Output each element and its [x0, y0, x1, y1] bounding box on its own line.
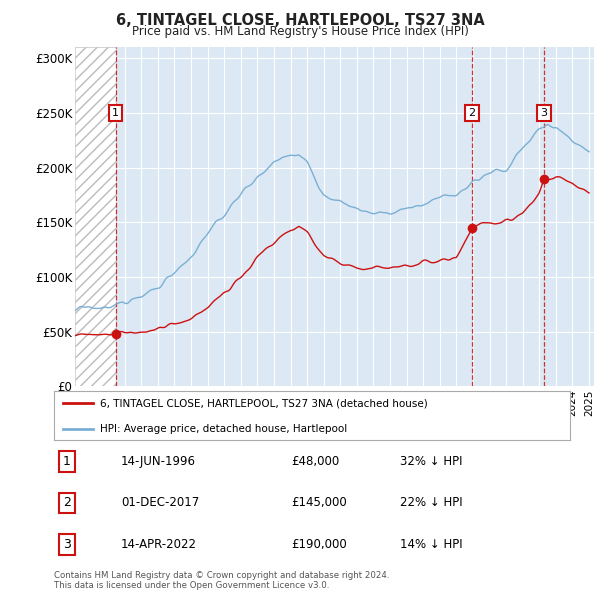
Text: 2: 2: [63, 496, 71, 510]
Text: 14-JUN-1996: 14-JUN-1996: [121, 455, 196, 468]
Text: 6, TINTAGEL CLOSE, HARTLEPOOL, TS27 3NA: 6, TINTAGEL CLOSE, HARTLEPOOL, TS27 3NA: [116, 13, 484, 28]
Text: 6, TINTAGEL CLOSE, HARTLEPOOL, TS27 3NA (detached house): 6, TINTAGEL CLOSE, HARTLEPOOL, TS27 3NA …: [100, 398, 428, 408]
Text: 01-DEC-2017: 01-DEC-2017: [121, 496, 199, 510]
Text: 14% ↓ HPI: 14% ↓ HPI: [400, 537, 463, 551]
Text: 3: 3: [541, 108, 547, 118]
Text: Price paid vs. HM Land Registry's House Price Index (HPI): Price paid vs. HM Land Registry's House …: [131, 25, 469, 38]
Text: 2: 2: [468, 108, 475, 118]
Text: 32% ↓ HPI: 32% ↓ HPI: [400, 455, 462, 468]
Bar: [75, 47, 116, 386]
Text: 1: 1: [63, 455, 71, 468]
Text: 14-APR-2022: 14-APR-2022: [121, 537, 197, 551]
Text: HPI: Average price, detached house, Hartlepool: HPI: Average price, detached house, Hart…: [100, 424, 347, 434]
Text: 3: 3: [63, 537, 71, 551]
Text: 1: 1: [112, 108, 119, 118]
Text: £48,000: £48,000: [292, 455, 340, 468]
Text: This data is licensed under the Open Government Licence v3.0.: This data is licensed under the Open Gov…: [54, 581, 329, 589]
Text: £190,000: £190,000: [292, 537, 347, 551]
Text: £145,000: £145,000: [292, 496, 347, 510]
Text: 22% ↓ HPI: 22% ↓ HPI: [400, 496, 463, 510]
Text: Contains HM Land Registry data © Crown copyright and database right 2024.: Contains HM Land Registry data © Crown c…: [54, 571, 389, 580]
